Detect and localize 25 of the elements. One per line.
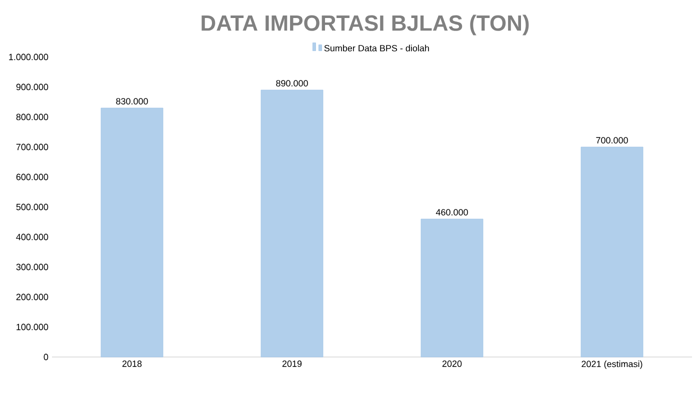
chart-title: DATA IMPORTASI BJLAS (TON)	[202, 14, 529, 36]
data-label: 700.000	[596, 137, 628, 144]
bar	[260, 90, 324, 358]
data-label: 830.000	[116, 98, 148, 104]
y-tick-label: 800.000	[16, 114, 48, 120]
x-tick-label: 2018	[122, 360, 142, 367]
data-label: 460.000	[436, 209, 468, 216]
legend-label: Sumber Data BPS - diolah	[324, 44, 429, 52]
y-tick-label: 900.000	[16, 84, 48, 90]
y-tick-label: 300.000	[16, 264, 48, 270]
y-tick-label: 400.000	[16, 234, 48, 240]
x-tick-label: 2020	[442, 360, 462, 367]
y-tick-label: 100.000	[16, 324, 48, 330]
y-tick-label: 600.000	[16, 174, 48, 180]
y-tick-label: 500.000	[16, 204, 48, 210]
y-tick-label: 1.000.000	[9, 54, 48, 60]
data-label: 890.000	[276, 80, 308, 86]
x-tick-label: 2019	[282, 360, 302, 367]
bar	[100, 108, 164, 358]
y-tick-label: 0	[44, 354, 48, 360]
bar	[420, 218, 484, 358]
bar	[580, 146, 644, 358]
y-tick-label: 200.000	[16, 294, 48, 300]
x-tick-label: 2021 (estimasi)	[582, 360, 642, 369]
y-tick-label: 700.000	[16, 144, 48, 150]
